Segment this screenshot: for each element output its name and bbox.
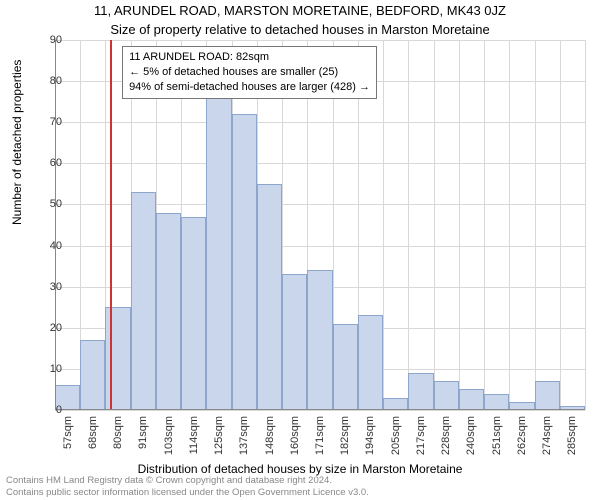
histogram-bar [408,373,433,410]
x-tick-label: 262sqm [516,416,528,455]
x-tick-label: 285sqm [566,416,578,455]
histogram-bar [459,389,484,410]
x-tick-label: 171sqm [314,416,326,455]
x-axis-label: Distribution of detached houses by size … [0,462,600,476]
x-tick-label: 125sqm [213,416,225,455]
histogram-bar [484,394,509,410]
histogram-bar [80,340,105,410]
x-tick-label: 137sqm [238,416,250,455]
x-tick-label: 57sqm [62,416,74,449]
gridline-v [535,40,536,410]
y-tick-label: 50 [22,198,62,210]
x-tick-label: 148sqm [264,416,276,455]
gridline-v [484,40,485,410]
gridline-v [383,40,384,410]
histogram-bar [131,192,156,410]
x-tick-label: 160sqm [289,416,301,455]
gridline-h [55,163,585,164]
histogram-bar [307,270,332,410]
x-tick-label: 194sqm [364,416,376,455]
x-tick-label: 228sqm [440,416,452,455]
histogram-bar [181,217,206,410]
histogram-chart: 11 ARUNDEL ROAD: 82sqm← 5% of detached h… [55,40,585,410]
y-tick-label: 70 [22,116,62,128]
axis-left [55,40,56,410]
gridline-h [55,122,585,123]
histogram-bar [434,381,459,410]
gridline-h [55,40,585,41]
gridline-v [585,40,586,410]
info-line-larger: 94% of semi-detached houses are larger (… [129,80,370,95]
x-tick-label: 274sqm [541,416,553,455]
histogram-bar [232,114,257,410]
x-tick-label: 114sqm [188,416,200,454]
histogram-bar [156,213,181,410]
x-tick-label: 251sqm [491,416,503,455]
footer-attribution: Contains HM Land Registry data © Crown c… [6,475,594,498]
histogram-bar [535,381,560,410]
histogram-bar [257,184,282,410]
x-tick-label: 240sqm [465,416,477,455]
info-line-smaller: ← 5% of detached houses are smaller (25) [129,65,370,80]
property-marker-line [110,40,112,410]
gridline-h [55,410,585,411]
x-tick-label: 205sqm [390,416,402,455]
x-tick-label: 91sqm [137,416,149,449]
gridline-v [560,40,561,410]
page-subtitle: Size of property relative to detached ho… [0,22,600,37]
y-tick-label: 30 [22,281,62,293]
y-tick-label: 90 [22,34,62,46]
property-info-box: 11 ARUNDEL ROAD: 82sqm← 5% of detached h… [122,46,377,99]
x-tick-label: 182sqm [339,416,351,455]
histogram-bar [358,315,383,410]
footer-line-2: Contains public sector information licen… [6,487,594,498]
axis-bottom [55,409,585,410]
info-line-size: 11 ARUNDEL ROAD: 82sqm [129,50,370,65]
histogram-bar [206,89,231,410]
gridline-v [509,40,510,410]
x-tick-label: 103sqm [163,416,175,455]
x-tick-label: 80sqm [112,416,124,449]
gridline-v [434,40,435,410]
y-tick-label: 0 [22,404,62,416]
y-tick-label: 80 [22,75,62,87]
histogram-bar [333,324,358,410]
y-tick-label: 60 [22,157,62,169]
page-title: 11, ARUNDEL ROAD, MARSTON MORETAINE, BED… [0,3,600,18]
y-tick-label: 10 [22,363,62,375]
y-tick-label: 20 [22,322,62,334]
y-tick-label: 40 [22,240,62,252]
footer-line-1: Contains HM Land Registry data © Crown c… [6,475,594,486]
histogram-bar [282,274,307,410]
x-tick-label: 217sqm [415,416,427,455]
x-tick-label: 68sqm [87,416,99,449]
gridline-v [459,40,460,410]
gridline-v [408,40,409,410]
